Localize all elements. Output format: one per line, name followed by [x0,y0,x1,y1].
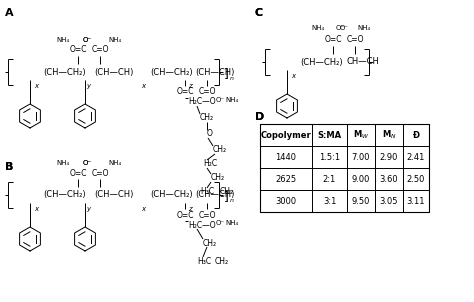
Text: CH₂: CH₂ [213,146,227,155]
Text: (CH—CH): (CH—CH) [94,68,133,76]
Text: NH₄: NH₄ [357,25,370,31]
Text: n: n [230,198,234,204]
Text: (CH—CH₂): (CH—CH₂) [150,191,192,200]
Text: B: B [5,162,13,172]
Text: M$_W$: M$_W$ [353,129,369,141]
Text: O⁻: O⁻ [216,220,225,226]
Text: B: B [5,162,13,172]
Text: O: O [207,130,213,139]
Text: x: x [291,73,295,79]
Text: x: x [141,83,145,89]
Text: 3.11: 3.11 [407,197,425,205]
Text: O=C: O=C [176,210,194,220]
Text: O⁻: O⁻ [83,160,92,166]
Text: NH₄: NH₄ [57,37,70,43]
Text: O⁻: O⁻ [83,37,92,43]
Text: C: C [255,8,263,18]
Text: 2625: 2625 [275,175,297,184]
Text: 3000: 3000 [275,197,297,205]
Text: y: y [86,83,90,89]
Text: Đ: Đ [412,130,419,140]
Text: (CH—CH): (CH—CH) [195,68,234,76]
Text: O⁻: O⁻ [340,25,349,31]
Text: CH₂: CH₂ [211,174,225,182]
Text: Copolymer: Copolymer [261,130,311,140]
Text: 2.41: 2.41 [407,153,425,162]
Text: 3:1: 3:1 [323,197,336,205]
Text: C=O: C=O [198,210,216,220]
Text: 9.50: 9.50 [352,197,370,205]
Text: H₂C: H₂C [203,159,217,169]
Text: C: C [255,8,263,18]
Text: 2.50: 2.50 [407,175,425,184]
Text: O⁻: O⁻ [336,25,345,31]
Text: O=C: O=C [176,88,194,97]
Text: D: D [255,112,264,122]
Text: C=O: C=O [198,88,216,97]
Text: D: D [255,112,264,122]
Text: 7.00: 7.00 [352,153,370,162]
Text: 2.90: 2.90 [380,153,398,162]
Text: H₃C: H₃C [197,256,211,265]
Text: (CH—CH): (CH—CH) [94,191,133,200]
Text: x: x [141,206,145,212]
Text: 1440: 1440 [275,153,297,162]
Text: z: z [188,83,192,89]
Text: O⁻: O⁻ [216,97,225,103]
Text: (CH—CH₂): (CH—CH₂) [300,57,343,66]
Text: 9.00: 9.00 [352,175,370,184]
Text: y: y [86,206,90,212]
Text: O=C: O=C [324,36,342,44]
Text: 2:1: 2:1 [323,175,336,184]
Text: 1.5:1: 1.5:1 [319,153,340,162]
Text: A: A [5,8,14,18]
Text: NH₄: NH₄ [108,37,121,43]
Bar [260,124,429,212]
Text: CH—CH: CH—CH [347,57,380,66]
Text: NH₄: NH₄ [312,25,325,31]
Text: ]: ] [224,191,229,204]
Text: C=O: C=O [91,46,109,54]
Text: H₃C: H₃C [200,188,214,197]
Text: (CH—CH₂): (CH—CH₂) [43,191,86,200]
Text: S:MA: S:MA [318,130,342,140]
Text: O=C: O=C [69,169,87,178]
Text: (CH—CH₂): (CH—CH₂) [43,68,86,76]
Text: C=O: C=O [346,36,364,44]
Text: (CH—CH): (CH—CH) [195,191,234,200]
Text: H₂C—O: H₂C—O [188,98,216,107]
Text: 3.60: 3.60 [380,175,398,184]
Text: C=O: C=O [91,169,109,178]
Text: O⁻: O⁻ [83,37,92,43]
Text: O=C: O=C [69,46,87,54]
Text: NH₄: NH₄ [108,160,121,166]
Text: n: n [230,76,234,81]
Text: CH₂: CH₂ [220,188,234,197]
Text: (CH—CH₂): (CH—CH₂) [150,68,192,76]
Text: H₂C—O: H₂C—O [188,220,216,230]
Text: 3.05: 3.05 [380,197,398,205]
Text: M$_N$: M$_N$ [382,129,396,141]
Text: CH₂: CH₂ [203,239,217,248]
Text: NH₄: NH₄ [225,220,238,226]
Text: CH₂: CH₂ [200,114,214,123]
Text: NH₄: NH₄ [225,97,238,103]
Text: ]: ] [224,68,229,81]
Text: x: x [34,206,38,212]
Text: NH₄: NH₄ [57,160,70,166]
Text: x: x [34,83,38,89]
Text: z: z [188,206,192,212]
Text: CH₂: CH₂ [215,256,229,265]
Text: O⁻: O⁻ [83,160,92,166]
